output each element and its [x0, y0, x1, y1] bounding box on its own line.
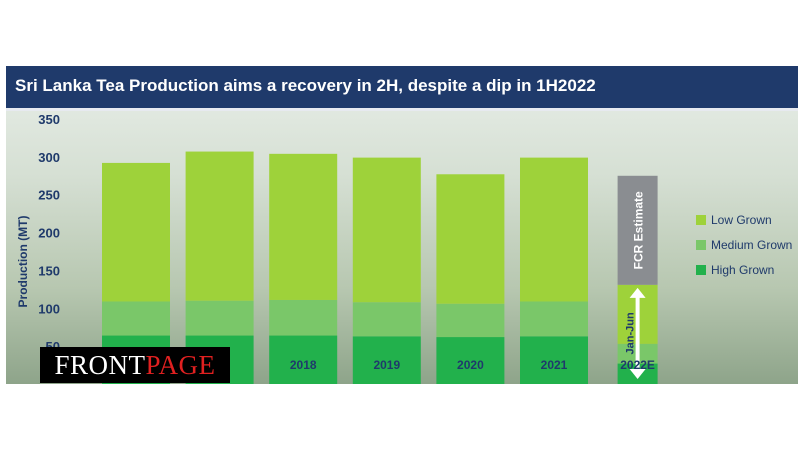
bar-segment	[102, 162, 170, 302]
period-arrow-head-down	[629, 369, 646, 379]
legend-label: High Grown	[711, 263, 774, 277]
y-tick-label: 300	[38, 150, 60, 165]
bar-segment	[520, 301, 588, 337]
y-tick-label: 100	[38, 301, 60, 316]
x-tick-label: 2022E	[620, 358, 655, 372]
period-label: Jan-Jun	[625, 312, 637, 354]
bar-segment	[102, 301, 170, 336]
y-tick-label: 150	[38, 263, 60, 278]
bar-segment	[269, 335, 338, 384]
bar-segment	[520, 336, 588, 384]
logo-page-text: PAGE	[145, 350, 216, 380]
chart-title: Sri Lanka Tea Production aims a recovery…	[15, 76, 596, 95]
bar-segment	[436, 174, 505, 304]
frontpage-logo: FRONTPAGE	[40, 347, 230, 383]
legend-swatch	[696, 240, 706, 250]
bar-segment	[436, 337, 505, 384]
x-tick-label: 2019	[373, 358, 400, 372]
legend-swatch	[696, 265, 706, 275]
chart-frame: Sri Lanka Tea Production aims a recovery…	[6, 66, 798, 384]
bar-segment	[185, 300, 254, 336]
x-tick-label: 2021	[541, 358, 568, 372]
bar-segment	[185, 151, 254, 301]
bar-segment	[352, 336, 421, 384]
bar-segment	[520, 157, 588, 302]
bar-segment	[352, 302, 421, 337]
period-arrow-head-up	[629, 287, 646, 298]
bar-segment	[436, 303, 505, 338]
y-tick-label: 250	[38, 188, 60, 203]
legend-label: Medium Grown	[711, 238, 792, 252]
bar-segment	[269, 153, 338, 300]
y-tick-label: 200	[38, 226, 60, 241]
title-banner: Sri Lanka Tea Production aims a recovery…	[6, 66, 798, 111]
bar-segment	[352, 157, 421, 303]
legend-label: Low Grown	[711, 213, 772, 227]
x-tick-label: 2020	[457, 358, 484, 372]
bar-segment	[269, 299, 338, 336]
x-tick-label: 2018	[290, 358, 317, 372]
logo-front-text: FRONT	[54, 350, 146, 380]
estimate-bar	[617, 175, 658, 285]
y-axis-label: Production (MT)	[16, 216, 30, 308]
legend-swatch	[696, 215, 706, 225]
estimate-label: FCR Estimate	[632, 191, 646, 269]
chart-plot: 50100150200250300350Production (MT)FCR E…	[16, 112, 792, 384]
y-tick-label: 350	[38, 112, 60, 127]
